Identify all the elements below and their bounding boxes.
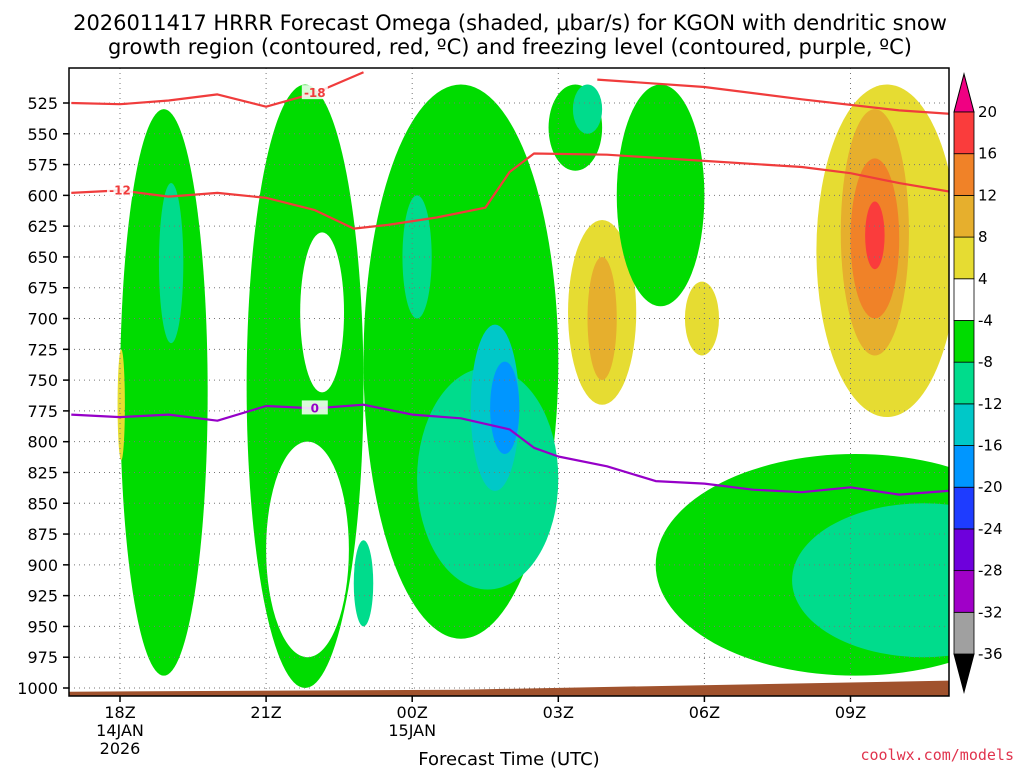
colorbar-swatch — [953, 111, 975, 155]
colorbar-label: -36 — [978, 645, 1003, 663]
colorbar-label: -8 — [978, 353, 993, 371]
omega-region-17 — [616, 84, 705, 307]
plot-frame — [68, 67, 950, 697]
colorbar-label: -16 — [978, 437, 1003, 455]
omega-region-14 — [572, 84, 603, 134]
omega-region-3 — [117, 349, 125, 461]
contour-lines: -18 -12 0 — [71, 71, 949, 496]
y-axis: 525 550 575 600 625 650 675 700 725 750 775 800 825 8… — [17, 94, 69, 698]
x-tick-date: 15JAN — [388, 721, 436, 740]
y-tick-label: 575 — [27, 156, 58, 175]
omega-region-9 — [402, 195, 432, 319]
colorbar-swatch — [953, 486, 975, 530]
y-tick-label: 850 — [27, 494, 58, 513]
colorbar-swatch — [953, 570, 975, 613]
y-tick-label: 725 — [27, 340, 58, 359]
freezing-level-0-label: 0 — [311, 401, 319, 415]
colorbar-label: -28 — [978, 562, 1003, 580]
chart-title-line1: 2026011417 HRRR Forecast Omega (shaded, … — [73, 11, 947, 35]
colorbar-label: -20 — [978, 478, 1003, 496]
colorbar-swatch — [953, 528, 975, 572]
omega-region-20 — [792, 503, 949, 658]
x-tick-label: 03Z — [543, 703, 574, 722]
x-tick-label: 00Z — [397, 703, 428, 722]
colorbar-label: 4 — [978, 270, 988, 288]
dgz-minus12-label-bg — [107, 182, 133, 197]
x-axis-title: Forecast Time (UTC) — [418, 749, 599, 768]
colorbar-label: -4 — [978, 311, 993, 329]
credit-text[interactable]: coolwx.com/models — [860, 746, 1014, 764]
y-tick-label: 800 — [27, 433, 58, 452]
colorbar-swatch — [953, 361, 975, 405]
omega-region-16 — [587, 256, 617, 381]
colorbar-swatch — [953, 445, 975, 488]
omega-region-18 — [684, 281, 720, 356]
omega-region-12 — [490, 361, 520, 454]
colorbar-label: -24 — [978, 520, 1003, 538]
terrain — [69, 680, 949, 696]
x-tick-label: 09Z — [835, 703, 866, 722]
y-tick-label: 675 — [27, 279, 58, 298]
dgz-minus12-label: -12 — [109, 183, 131, 197]
x-tick-label: 18Z — [104, 703, 135, 722]
dgz-minus18-label: -18 — [304, 86, 326, 100]
chart-title-line2: growth region (contoured, red, ºC) and f… — [108, 35, 912, 59]
y-tick-label: 600 — [27, 186, 58, 205]
omega-region-24 — [865, 201, 885, 270]
omega-region-7 — [353, 540, 374, 627]
colorbar-label: 12 — [978, 186, 997, 204]
y-tick-label: 875 — [27, 525, 58, 544]
y-tick-label: 550 — [27, 125, 58, 144]
colorbar-swatch — [953, 278, 975, 321]
dgz-minus12-contour — [71, 152, 949, 230]
y-tick-label: 775 — [27, 402, 58, 421]
colorbar-swatch — [953, 236, 975, 280]
colorbar-swatch — [953, 320, 975, 363]
omega-region-1 — [120, 109, 208, 676]
colorbar-arrow-high — [953, 72, 975, 113]
colorbar-swatch — [953, 611, 975, 655]
grid-lines — [69, 68, 949, 696]
colorbar-label: -12 — [978, 395, 1003, 413]
y-tick-label: 900 — [27, 556, 58, 575]
x-tick-year: 2026 — [100, 739, 141, 758]
y-tick-label: 525 — [27, 94, 58, 113]
y-tick-label: 975 — [27, 648, 58, 667]
y-tick-label: 650 — [27, 248, 58, 267]
omega-region-2 — [158, 183, 184, 344]
y-tick-label: 625 — [27, 217, 58, 236]
colorbar-label: -32 — [978, 603, 1003, 621]
x-tick-date: 14JAN — [96, 721, 144, 740]
x-tick-label: 06Z — [689, 703, 720, 722]
x-tick-label: 21Z — [250, 703, 281, 722]
colorbar-label: 16 — [978, 145, 997, 163]
y-tick-label: 925 — [27, 587, 58, 606]
freezing-level-0-label-bg — [301, 400, 328, 415]
y-tick-label: 950 — [27, 617, 58, 636]
colorbar-swatch — [953, 403, 975, 446]
freezing-level-0-contour — [71, 403, 949, 496]
dgz-minus18-upper-contour — [597, 78, 949, 115]
omega-region-5 — [300, 232, 345, 393]
colorbar: -36 -32 -28 -24 -20 -16 -12 -8 -4 4 8 12 16 20 — [953, 72, 1003, 694]
y-tick-label: 750 — [27, 371, 58, 390]
omega-region-6 — [266, 441, 349, 658]
terrain-surface — [69, 680, 949, 696]
y-tick-label: 825 — [27, 463, 58, 482]
omega-shading — [115, 84, 949, 689]
colorbar-label: 8 — [978, 228, 988, 246]
colorbar-label: 20 — [978, 103, 997, 121]
y-tick-label: 700 — [27, 310, 58, 329]
colorbar-swatch — [953, 194, 975, 238]
dgz-minus18-label-bg — [301, 85, 328, 100]
colorbar-arrow-low — [953, 653, 975, 694]
colorbar-swatch — [953, 153, 975, 196]
y-tick-label: 1000 — [17, 679, 58, 698]
